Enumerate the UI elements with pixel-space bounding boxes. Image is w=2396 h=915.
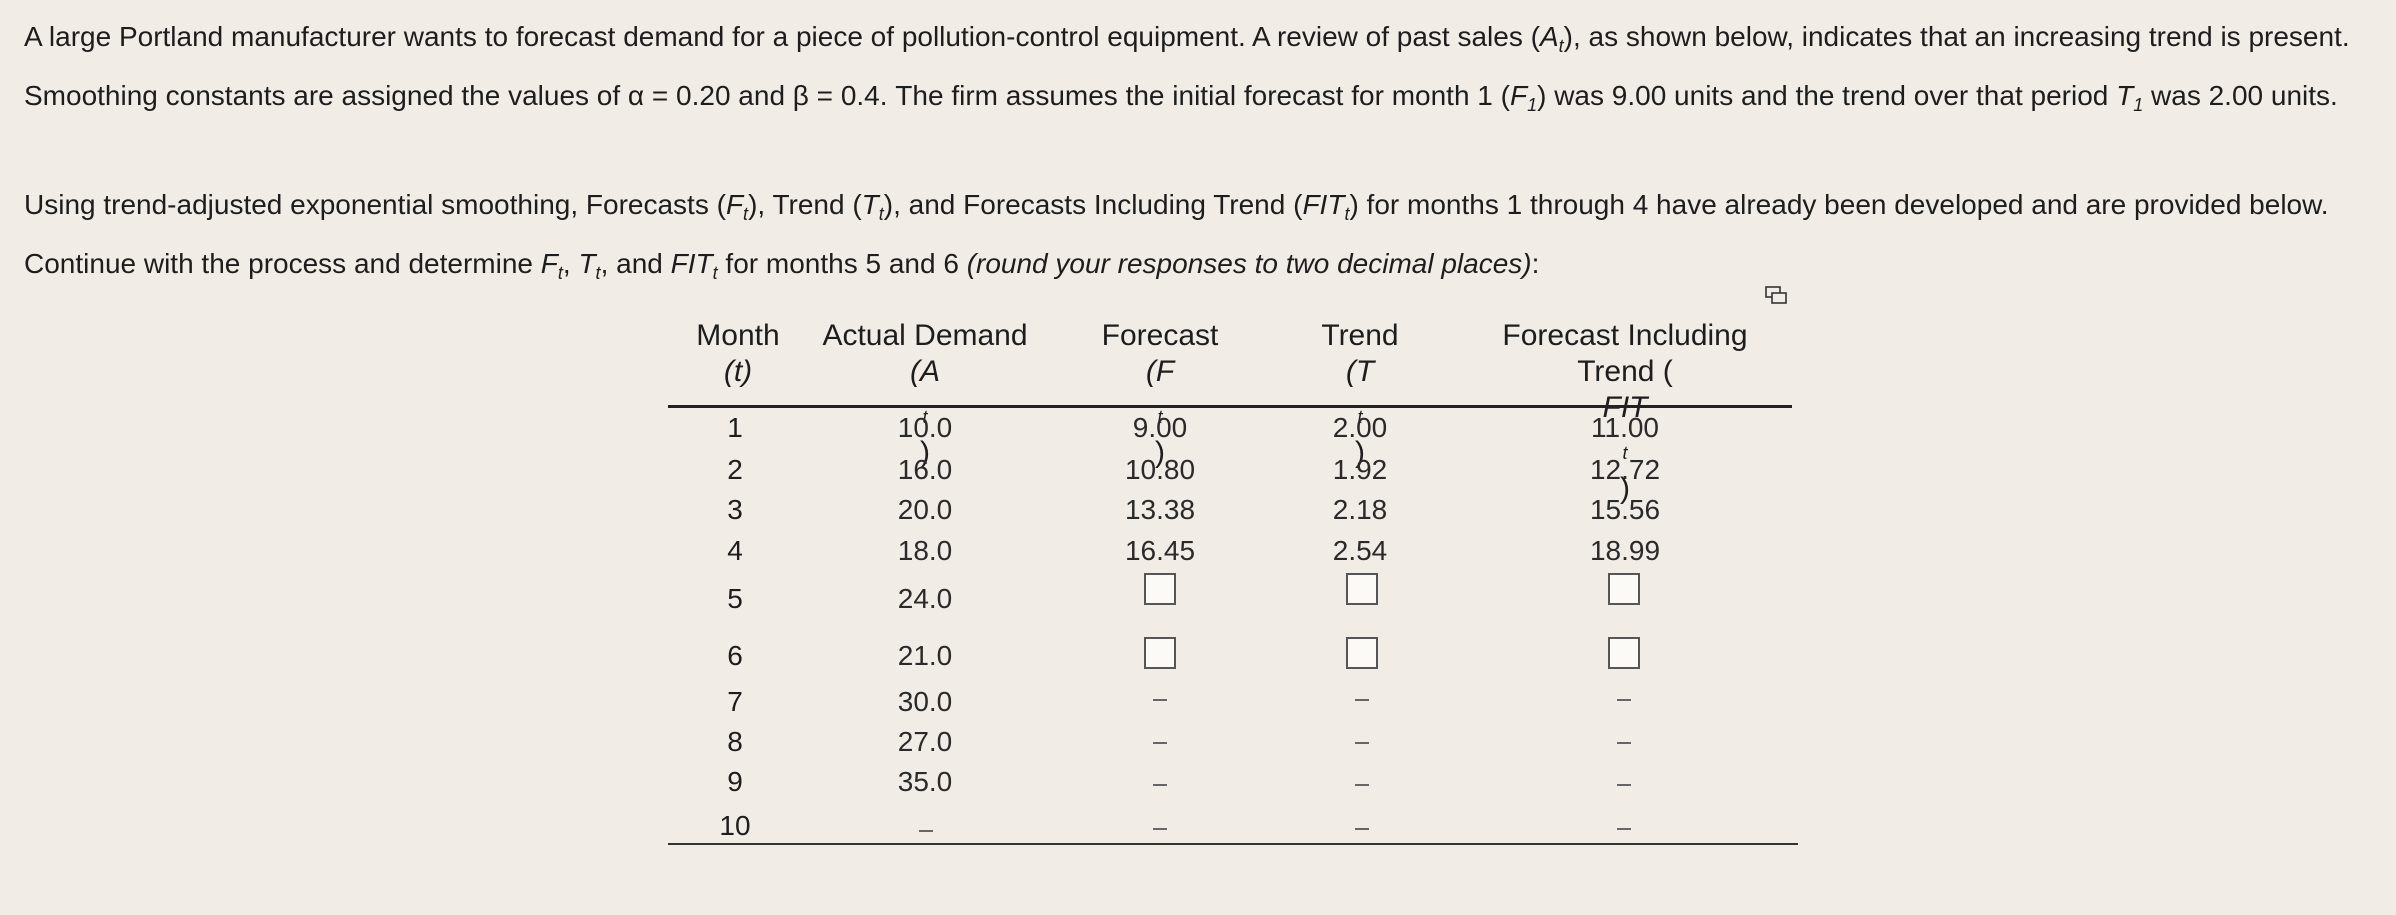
month-10: 10 <box>719 810 751 841</box>
p1-text-3: ) was 9.00 units and the trend over that… <box>1537 80 2117 111</box>
header-fit-close: ) <box>1620 472 1630 505</box>
forecast-6-input[interactable] <box>1144 637 1176 669</box>
fit-5-input[interactable] <box>1608 573 1640 605</box>
fit-10-empty <box>1617 828 1631 830</box>
header-trend-sub: t <box>1357 407 1363 427</box>
month-9: 9 <box>727 766 743 797</box>
actual-3: 20.0 <box>897 494 953 525</box>
month-4: 4 <box>727 535 743 566</box>
trend-10-empty <box>1355 828 1369 830</box>
header-actual-close: ) <box>920 436 930 469</box>
trend-3: 2.18 <box>1332 494 1388 525</box>
fit-3: 15.56 <box>1589 494 1661 525</box>
header-forecast-sub: t <box>1157 407 1163 427</box>
p2-text: Using trend-adjusted exponential smoothi… <box>24 189 726 220</box>
fit-1: 11.00 <box>1591 412 1659 443</box>
p2-text-8: : <box>1531 248 1540 279</box>
fit-8-empty <box>1617 742 1631 744</box>
copy-table-icon[interactable] <box>1765 286 1787 304</box>
forecast-5-input[interactable] <box>1144 573 1176 605</box>
p2-text-7: for months 5 and 6 <box>717 248 967 279</box>
trend-5-input[interactable] <box>1346 573 1378 605</box>
p2-text-2: ), Trend ( <box>748 189 862 220</box>
p1-text-2: ), as shown below, indicates that an inc… <box>24 21 2350 111</box>
header-trend: Trend (T t) <box>1300 318 1420 471</box>
actual-2: 16.0 <box>897 454 953 485</box>
month-3: 3 <box>727 494 743 525</box>
month-8: 8 <box>727 726 743 757</box>
header-forecast-symbol: (F <box>1145 355 1175 388</box>
header-trend-title: Trend <box>1321 319 1399 352</box>
trend-7-empty <box>1355 699 1369 701</box>
p2-rounding-note: (round your responses to two decimal pla… <box>966 248 1532 279</box>
instructions: Using trend-adjusted exponential smoothi… <box>24 189 2329 283</box>
header-month-symbol: (t) <box>723 355 753 388</box>
trend-2: 1.92 <box>1332 454 1388 485</box>
header-month-title: Month <box>696 319 780 352</box>
header-forecast-title: Forecast <box>1101 319 1219 352</box>
month-6: 6 <box>727 640 743 671</box>
actual-4: 18.0 <box>897 535 953 566</box>
forecast-8-empty <box>1153 742 1167 744</box>
actual-1: 10.0 <box>897 412 953 443</box>
actual-6: 21.0 <box>897 640 953 671</box>
p2-text-5: , <box>562 248 579 279</box>
month-2: 2 <box>727 454 743 485</box>
header-fit-title: Forecast Including <box>1502 319 1748 352</box>
header-trend-close: ) <box>1355 436 1365 469</box>
trend-1: 2.00 <box>1332 412 1388 443</box>
forecast-7-empty <box>1153 699 1167 701</box>
trend-9-empty <box>1355 784 1369 786</box>
actual-5: 24.0 <box>897 583 953 614</box>
header-actual-sub: t <box>922 407 928 427</box>
header-forecast-close: ) <box>1155 436 1165 469</box>
problem-statement: A large Portland manufacturer wants to f… <box>24 21 2350 115</box>
p2-text-6: , and <box>600 248 671 279</box>
actual-9: 35.0 <box>897 766 953 797</box>
header-fit-sub: t <box>1622 443 1628 463</box>
forecast-10-empty <box>1153 828 1167 830</box>
fit-9-empty <box>1617 784 1631 786</box>
trend-6-input[interactable] <box>1346 637 1378 669</box>
fit-6-input[interactable] <box>1608 637 1640 669</box>
month-1: 1 <box>727 412 743 443</box>
trend-4: 2.54 <box>1332 535 1388 566</box>
trend-8-empty <box>1355 742 1369 744</box>
fit-4: 18.99 <box>1589 535 1661 566</box>
table-bottom-rule <box>668 843 1798 845</box>
fit-2: 12.72 <box>1589 454 1661 485</box>
header-fit-trend: Trend ( <box>1577 355 1673 388</box>
actual-7: 30.0 <box>897 686 953 717</box>
header-month: Month (t) <box>688 318 788 390</box>
header-rule <box>668 405 1792 408</box>
actual-8: 27.0 <box>897 726 953 757</box>
actual-10-empty <box>919 830 933 832</box>
p2-text-3: ), and Forecasts Including Trend ( <box>883 189 1303 220</box>
p1-text: A large Portland manufacturer wants to f… <box>24 21 1540 52</box>
forecast-3: 13.38 <box>1124 494 1196 525</box>
header-actual: Actual Demand (A t) <box>810 318 1040 471</box>
p2-text-4: ) for months 1 through 4 have already be… <box>24 189 2329 279</box>
forecast-9-empty <box>1153 784 1167 786</box>
month-5: 5 <box>727 583 743 614</box>
forecast-1: 9.00 <box>1132 412 1188 443</box>
month-7: 7 <box>727 686 743 717</box>
forecast-4: 16.45 <box>1124 535 1196 566</box>
fit-7-empty <box>1617 699 1631 701</box>
header-forecast: Forecast (F t) <box>1080 318 1240 471</box>
header-actual-title: Actual Demand <box>822 319 1028 352</box>
header-trend-symbol: (T <box>1345 355 1375 388</box>
forecast-2: 10.80 <box>1124 454 1196 485</box>
p1-text-4: was 2.00 units. <box>2143 80 2338 111</box>
header-actual-symbol: (A <box>910 355 940 388</box>
